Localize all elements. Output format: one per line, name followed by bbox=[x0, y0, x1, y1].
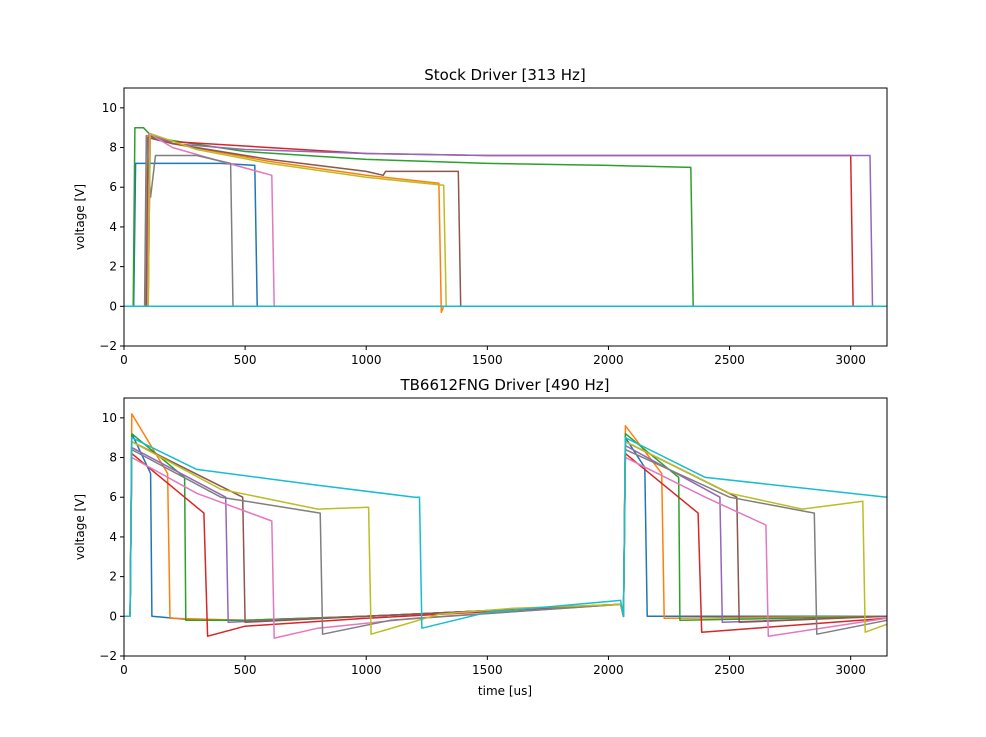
stock-driver-series-line-5 bbox=[124, 136, 887, 308]
stock-driver-ylabel: voltage [V] bbox=[73, 184, 87, 250]
tb6612fng-driver-y-tick-label-3: 4 bbox=[109, 530, 117, 544]
tb6612fng-driver-series-line-8 bbox=[124, 440, 888, 635]
tb6612fng-driver-x-tick-label-5: 2500 bbox=[714, 663, 745, 677]
tb6612fng-driver-panel: TB6612FNG Driver [490 Hz] voltage [V] ti… bbox=[73, 376, 888, 698]
tb6612fng-driver-x-tick-label-0: 0 bbox=[120, 663, 128, 677]
stock-driver-x-tick-label-6: 3000 bbox=[835, 353, 866, 367]
tb6612fng-driver-series-line-7 bbox=[124, 448, 888, 635]
tb6612fng-driver-series bbox=[124, 413, 888, 639]
tb6612fng-driver-y-tick-label-0: −2 bbox=[99, 649, 117, 663]
tb6612fng-driver-x-tick-label-4: 2000 bbox=[593, 663, 624, 677]
stock-driver-x-tick-label-4: 2000 bbox=[593, 353, 624, 367]
tb6612fng-driver-ylabel: voltage [V] bbox=[73, 494, 87, 560]
tb6612fng-driver-axes-frame bbox=[123, 397, 888, 657]
stock-driver-y-tick-label-4: 6 bbox=[109, 180, 117, 194]
tb6612fng-driver-y-tick-label-5: 8 bbox=[109, 451, 117, 465]
stock-driver-axes-frame bbox=[123, 87, 888, 347]
stock-driver-title: Stock Driver [313 Hz] bbox=[424, 66, 585, 84]
tb6612fng-driver-x-tick-label-3: 1500 bbox=[472, 663, 503, 677]
stock-driver-panel: Stock Driver [313 Hz] voltage [V] 0 500 10… bbox=[73, 66, 888, 367]
tb6612fng-driver-x-tick-label-2: 1000 bbox=[351, 663, 382, 677]
stock-driver-series bbox=[124, 126, 887, 314]
stock-driver-series-line-7 bbox=[124, 134, 887, 308]
stock-driver-y-tick-label-3: 4 bbox=[109, 220, 117, 234]
tb6612fng-driver-y-tick-label-4: 6 bbox=[109, 490, 117, 504]
stock-driver-x-tick-label-2: 1000 bbox=[351, 353, 382, 367]
stock-driver-y-tick-label-0: −2 bbox=[99, 339, 117, 353]
stock-driver-y-tick-label-2: 2 bbox=[109, 260, 117, 274]
tb6612fng-driver-y-tick-label-6: 10 bbox=[102, 411, 117, 425]
stock-driver-y-tick-label-5: 8 bbox=[109, 141, 117, 155]
tb6612fng-driver-series-line-9 bbox=[124, 436, 888, 629]
stock-driver-series-line-2 bbox=[124, 126, 887, 308]
stock-driver-y-tick-label-1: 0 bbox=[109, 299, 117, 313]
tb6612fng-driver-y-tick-label-2: 2 bbox=[109, 570, 117, 584]
tb6612fng-driver-title: TB6612FNG Driver [490 Hz] bbox=[399, 376, 609, 394]
tb6612fng-driver-xlabel: time [us] bbox=[478, 684, 532, 698]
tb6612fng-driver-y-tick-label-1: 0 bbox=[109, 609, 117, 623]
stock-driver-series-line-8 bbox=[124, 132, 887, 308]
stock-driver-x-tick-label-0: 0 bbox=[120, 353, 128, 367]
tb6612fng-driver-x-tick-label-1: 500 bbox=[234, 663, 257, 677]
stock-driver-x-tick-label-1: 500 bbox=[234, 353, 257, 367]
tb6612fng-driver-x-tick-label-6: 3000 bbox=[835, 663, 866, 677]
stock-driver-x-tick-label-5: 2500 bbox=[714, 353, 745, 367]
stock-driver-y-tick-label-6: 10 bbox=[102, 101, 117, 115]
stock-driver-x-tick-label-3: 1500 bbox=[472, 353, 503, 367]
